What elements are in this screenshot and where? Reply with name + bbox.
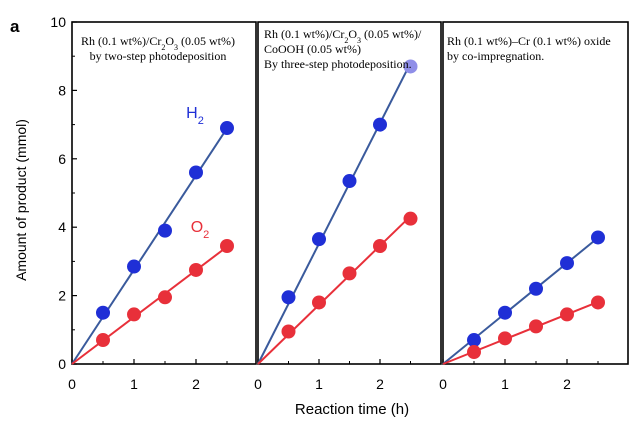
data-point	[403, 59, 418, 74]
data-point	[220, 239, 234, 254]
data-point	[529, 281, 543, 296]
data-point	[591, 295, 605, 310]
data-point	[96, 305, 110, 320]
data-point	[498, 331, 512, 346]
fit-line	[71, 245, 228, 365]
fit-line	[71, 127, 228, 365]
data-point	[127, 259, 141, 274]
y-tick-label: 6	[58, 151, 66, 167]
x-tick-label: 2	[376, 376, 384, 392]
y-tick-label: 8	[58, 82, 66, 98]
data-point	[342, 266, 357, 281]
panel-annotation-line: Rh (0.1 wt%)/Cr2O3 (0.05 wt%)/	[264, 27, 422, 45]
fit-line	[442, 301, 599, 365]
data-point	[467, 333, 481, 348]
panel-annotation-line: Rh (0.1 wt%)–Cr (0.1 wt%) oxide	[447, 34, 611, 48]
panel-annotation-line: by co-impregnation.	[447, 49, 544, 63]
panel-frame	[257, 21, 442, 365]
panel-annotation-line: CoOOH (0.05 wt%)	[264, 42, 361, 56]
y-tick-label: 0	[58, 356, 66, 372]
series-h2	[257, 59, 418, 365]
series-label: O2	[191, 219, 210, 241]
data-point	[312, 232, 326, 247]
data-point	[591, 230, 605, 245]
panel-annotation-line: By three-step photodeposition.	[264, 57, 412, 71]
data-point	[158, 223, 172, 238]
x-axis-label: Reaction time (h)	[295, 401, 409, 418]
data-point	[158, 290, 172, 305]
y-tick-label: 2	[58, 288, 66, 304]
y-tick-label: 10	[50, 14, 66, 30]
series-h2	[442, 230, 605, 365]
series-o2	[442, 295, 605, 365]
panel-letter: a	[10, 17, 20, 36]
data-point	[220, 121, 234, 136]
x-tick-label: 1	[315, 376, 323, 392]
panel-2: 0 1 2 Rh (0.1 wt%)/Cr2O3 (0.05 wt%)/CoOOH (…	[254, 21, 442, 392]
x-tick-label: 0	[439, 376, 447, 392]
data-point	[373, 239, 387, 254]
panel-annotation-line: Rh (0.1 wt%)/Cr2O3 (0.05 wt%)	[81, 34, 235, 52]
series-o2: O2	[71, 219, 234, 365]
x-tick-label: 1	[130, 376, 138, 392]
series-label: H2	[186, 105, 204, 127]
panel-annotation-line: by two-step photodeposition	[90, 49, 227, 63]
fit-line	[257, 62, 412, 365]
data-point	[96, 333, 110, 348]
panel-1: 0 2 4 6 8 10 0 1 2 H2 O2 Rh (0.1 wt%)/Cr2O3 (0.05 w…	[50, 14, 257, 392]
panel-frame	[442, 21, 629, 365]
y-axis-label: Amount of product (mmol)	[13, 119, 29, 281]
data-point	[498, 305, 512, 320]
data-point	[312, 295, 326, 310]
data-point	[189, 165, 203, 180]
x-tick-label: 2	[192, 376, 200, 392]
x-tick-label: 0	[254, 376, 262, 392]
data-point	[127, 307, 141, 322]
series-h2: H2	[71, 105, 234, 365]
data-point	[529, 319, 543, 334]
data-point	[403, 211, 418, 226]
y-tick-label: 4	[58, 219, 66, 235]
data-point	[189, 262, 203, 277]
fit-line	[442, 236, 599, 365]
fit-line	[257, 215, 412, 365]
x-tick-label: 2	[563, 376, 571, 392]
data-point	[467, 345, 481, 360]
data-point	[560, 307, 574, 322]
series-o2	[257, 211, 418, 365]
x-tick-label: 0	[68, 376, 76, 392]
data-point	[373, 117, 387, 132]
data-point	[281, 290, 296, 305]
data-point	[560, 256, 574, 271]
data-point	[281, 324, 296, 339]
x-tick-label: 1	[501, 376, 509, 392]
data-point	[342, 174, 357, 189]
